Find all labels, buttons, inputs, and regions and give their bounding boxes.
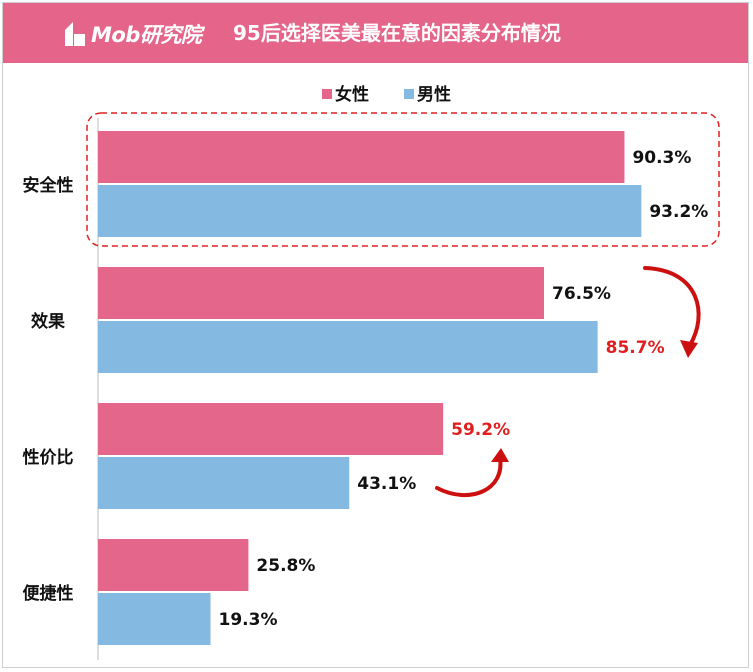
legend-swatch-0 bbox=[322, 89, 332, 99]
bar bbox=[98, 131, 625, 183]
bar bbox=[98, 267, 544, 319]
arrow-head-icon bbox=[491, 448, 509, 462]
data-label: 93.2% bbox=[649, 202, 708, 222]
data-label: 25.8% bbox=[256, 556, 315, 576]
bar bbox=[98, 185, 642, 237]
category-label: 性价比 bbox=[23, 447, 74, 468]
logo-icon bbox=[65, 22, 85, 46]
data-label: 76.5% bbox=[552, 284, 611, 304]
chart-title: 95后选择医美最在意的因素分布情况 bbox=[233, 21, 561, 45]
category-label: 便捷性 bbox=[23, 583, 74, 604]
bar bbox=[98, 457, 350, 509]
category-label: 效果 bbox=[31, 311, 65, 332]
legend-swatch-1 bbox=[404, 89, 414, 99]
arrow-head-icon bbox=[680, 340, 698, 358]
bar bbox=[98, 593, 211, 645]
curved-arrow bbox=[643, 266, 701, 347]
bar bbox=[98, 321, 598, 373]
curved-arrow bbox=[435, 456, 503, 498]
legend-label-1: 男性 bbox=[417, 84, 451, 105]
highlight-box bbox=[86, 112, 720, 247]
mob-logo: Mob研究院 bbox=[61, 17, 202, 51]
logo-text: Mob研究院 bbox=[91, 23, 202, 47]
data-label: 85.7% bbox=[606, 338, 665, 358]
data-label: 59.2% bbox=[451, 420, 510, 440]
legend-label-0: 女性 bbox=[335, 84, 369, 105]
data-label: 19.3% bbox=[219, 610, 278, 630]
bar bbox=[98, 539, 249, 591]
data-label: 90.3% bbox=[632, 148, 691, 168]
bar bbox=[98, 403, 444, 455]
data-label: 43.1% bbox=[357, 474, 416, 494]
header-bar: Mob研究院 95后选择医美最在意的因素分布情况 bbox=[3, 3, 748, 63]
category-label: 安全性 bbox=[23, 175, 74, 196]
